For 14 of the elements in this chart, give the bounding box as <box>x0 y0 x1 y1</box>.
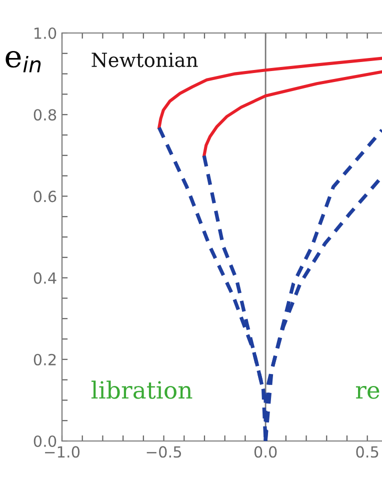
y-tick-label: 0.0 <box>34 435 56 448</box>
y-axis-title: e$_{in}$ <box>6 50 41 72</box>
x-tick-label: −1.0 <box>45 446 80 458</box>
y-tick-label: 0.2 <box>34 354 56 366</box>
y-tick-label: 0.8 <box>34 109 56 121</box>
y-tick-label: 0.6 <box>34 190 56 202</box>
y-tick-label: 0.4 <box>34 272 56 284</box>
x-tick-label: 0.5 <box>356 446 378 458</box>
x-tick-label: −0.5 <box>146 446 181 458</box>
annotation: Newtonian <box>92 52 198 68</box>
annotation: libration <box>91 380 192 399</box>
x-tick-label: 0.0 <box>254 446 277 458</box>
annotation: re <box>356 386 380 399</box>
y-tick-label: 1.0 <box>34 27 56 40</box>
